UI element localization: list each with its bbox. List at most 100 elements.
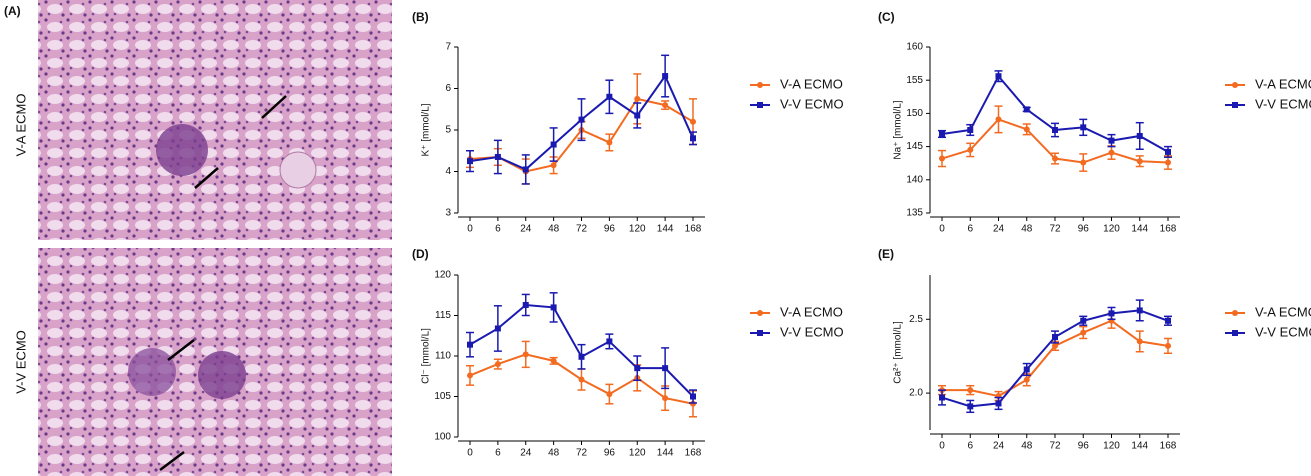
legend-marker xyxy=(757,102,763,108)
x-tick-label: 168 xyxy=(685,224,702,235)
point xyxy=(578,353,585,360)
panel-label: (C) xyxy=(878,10,895,24)
x-tick-label: 120 xyxy=(1103,441,1120,452)
point xyxy=(522,351,529,358)
legend-label: V-V ECMO xyxy=(780,96,844,111)
x-tick-label: 6 xyxy=(967,224,973,235)
histology-image xyxy=(38,0,392,240)
x-tick-label: 48 xyxy=(1021,224,1033,235)
x-tick-label: 6 xyxy=(967,441,973,452)
arrow xyxy=(194,167,219,189)
point xyxy=(1023,366,1030,373)
x-tick-label: 72 xyxy=(1049,224,1061,235)
y-tick-label: 140 xyxy=(906,174,923,185)
point xyxy=(550,304,557,311)
point xyxy=(690,135,696,142)
x-tick-label: 96 xyxy=(1078,224,1090,235)
point xyxy=(1052,127,1058,133)
y-tick-label: 120 xyxy=(434,270,451,281)
point xyxy=(662,73,669,80)
point xyxy=(995,73,1002,80)
point xyxy=(1165,317,1171,324)
point xyxy=(550,162,557,169)
panel-label: (B) xyxy=(412,10,429,24)
point xyxy=(939,130,945,137)
point xyxy=(1165,159,1171,166)
glomerulus xyxy=(279,151,317,189)
point xyxy=(939,394,945,401)
point xyxy=(1023,126,1030,133)
arrow xyxy=(261,95,287,119)
point xyxy=(494,361,501,368)
y-tick-label: 160 xyxy=(906,42,923,53)
point xyxy=(967,127,974,133)
x-tick-label: 144 xyxy=(657,448,674,459)
row-label: V-A ECMO xyxy=(13,94,28,157)
y-tick-label: 115 xyxy=(435,310,451,321)
legend-label: V-V ECMO xyxy=(1255,96,1311,111)
point xyxy=(1023,106,1030,113)
point xyxy=(606,338,613,345)
y-tick-label: 7 xyxy=(445,42,451,53)
y-tick-label: 155 xyxy=(906,75,923,86)
arrow xyxy=(167,339,195,361)
point xyxy=(606,93,613,100)
x-tick-label: 72 xyxy=(576,448,588,459)
series-line xyxy=(941,74,1169,153)
y-tick-label: 100 xyxy=(434,432,451,443)
x-tick-label: 72 xyxy=(576,224,588,235)
row-label: V-V ECMO xyxy=(13,330,28,394)
point xyxy=(467,158,473,165)
point xyxy=(662,102,669,109)
x-tick-label: 72 xyxy=(1049,441,1061,452)
point xyxy=(467,372,473,379)
x-tick-label: 168 xyxy=(1160,441,1177,452)
legend-marker xyxy=(1232,102,1238,108)
y-tick-label: 6 xyxy=(445,83,451,94)
point xyxy=(606,391,613,398)
legend-label: V-V ECMO xyxy=(1255,324,1311,339)
x-tick-label: 6 xyxy=(495,448,501,459)
x-tick-label: 96 xyxy=(1078,441,1090,452)
x-tick-label: 24 xyxy=(520,448,532,459)
point xyxy=(578,116,585,123)
point xyxy=(1108,137,1115,144)
point xyxy=(662,365,669,372)
point xyxy=(1136,132,1143,139)
point xyxy=(1136,158,1143,165)
x-tick-label: 144 xyxy=(657,224,674,235)
y-tick-label: 150 xyxy=(906,108,923,119)
point xyxy=(1052,334,1058,340)
legend-marker xyxy=(757,310,763,316)
point xyxy=(494,153,501,160)
x-tick-label: 120 xyxy=(629,224,646,235)
legend-marker xyxy=(1232,330,1238,336)
point xyxy=(1165,342,1171,349)
point xyxy=(967,403,974,410)
legend-label: V-A ECMO xyxy=(1255,76,1311,91)
y-axis-label: K⁺ [mmol/L] xyxy=(421,103,432,156)
y-tick-label: 4 xyxy=(445,166,451,177)
x-tick-label: 0 xyxy=(939,224,945,235)
point xyxy=(550,357,557,364)
point xyxy=(1165,148,1171,155)
point xyxy=(1136,338,1143,345)
x-tick-label: 120 xyxy=(1103,224,1120,235)
point xyxy=(550,141,557,148)
legend-label: V-A ECMO xyxy=(780,76,843,91)
point xyxy=(967,387,974,394)
y-axis-label: Cl⁻ [mmol/L] xyxy=(421,328,432,384)
glomerulus xyxy=(156,124,208,176)
point xyxy=(1052,342,1058,349)
glomerulus xyxy=(128,348,176,396)
y-tick-label: 145 xyxy=(906,141,923,152)
point xyxy=(690,393,696,400)
y-tick-label: 2.5 xyxy=(909,314,923,325)
legend-marker xyxy=(757,82,763,88)
glomerulus xyxy=(198,351,246,399)
x-tick-label: 48 xyxy=(548,448,560,459)
point xyxy=(467,341,473,348)
point xyxy=(578,376,585,383)
x-tick-label: 144 xyxy=(1131,224,1148,235)
point xyxy=(1080,329,1087,336)
